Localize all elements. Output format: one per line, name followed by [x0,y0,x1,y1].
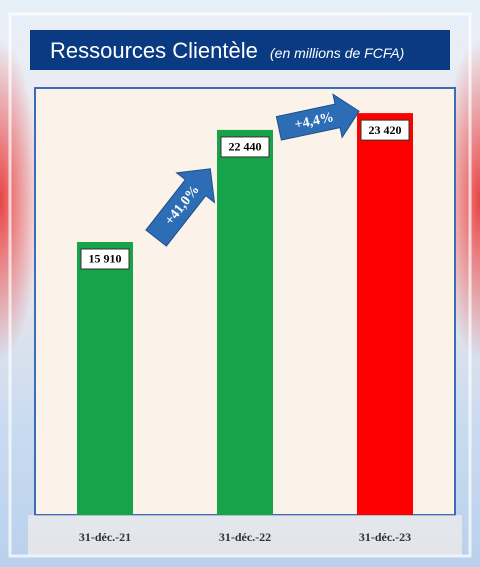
value-label-box [360,119,410,141]
bar [217,129,273,515]
arrow-shape [275,93,360,141]
value-label-box [220,136,270,158]
arrow-shape [145,168,216,247]
axis-area [28,515,462,555]
bar [357,113,413,516]
title-text: Ressources Clientèle [50,38,258,63]
value-label: 23 420 [369,123,402,137]
value-label: 22 440 [229,140,262,154]
x-tick-label: 31-déc.-22 [219,530,271,544]
value-label-box [80,248,130,270]
frame [8,12,472,558]
bar [77,241,133,515]
subtitle-text: (en millions de FCFA) [270,45,404,61]
x-tick-label: 31-déc.-21 [79,530,131,544]
growth-arrow: +4,4% [275,93,360,141]
chart-title: Ressources Clientèle (en millions de FCF… [50,38,404,63]
title-bar [30,30,450,70]
value-label: 15 910 [89,252,122,266]
x-tick-label: 31-déc.-23 [359,530,411,544]
